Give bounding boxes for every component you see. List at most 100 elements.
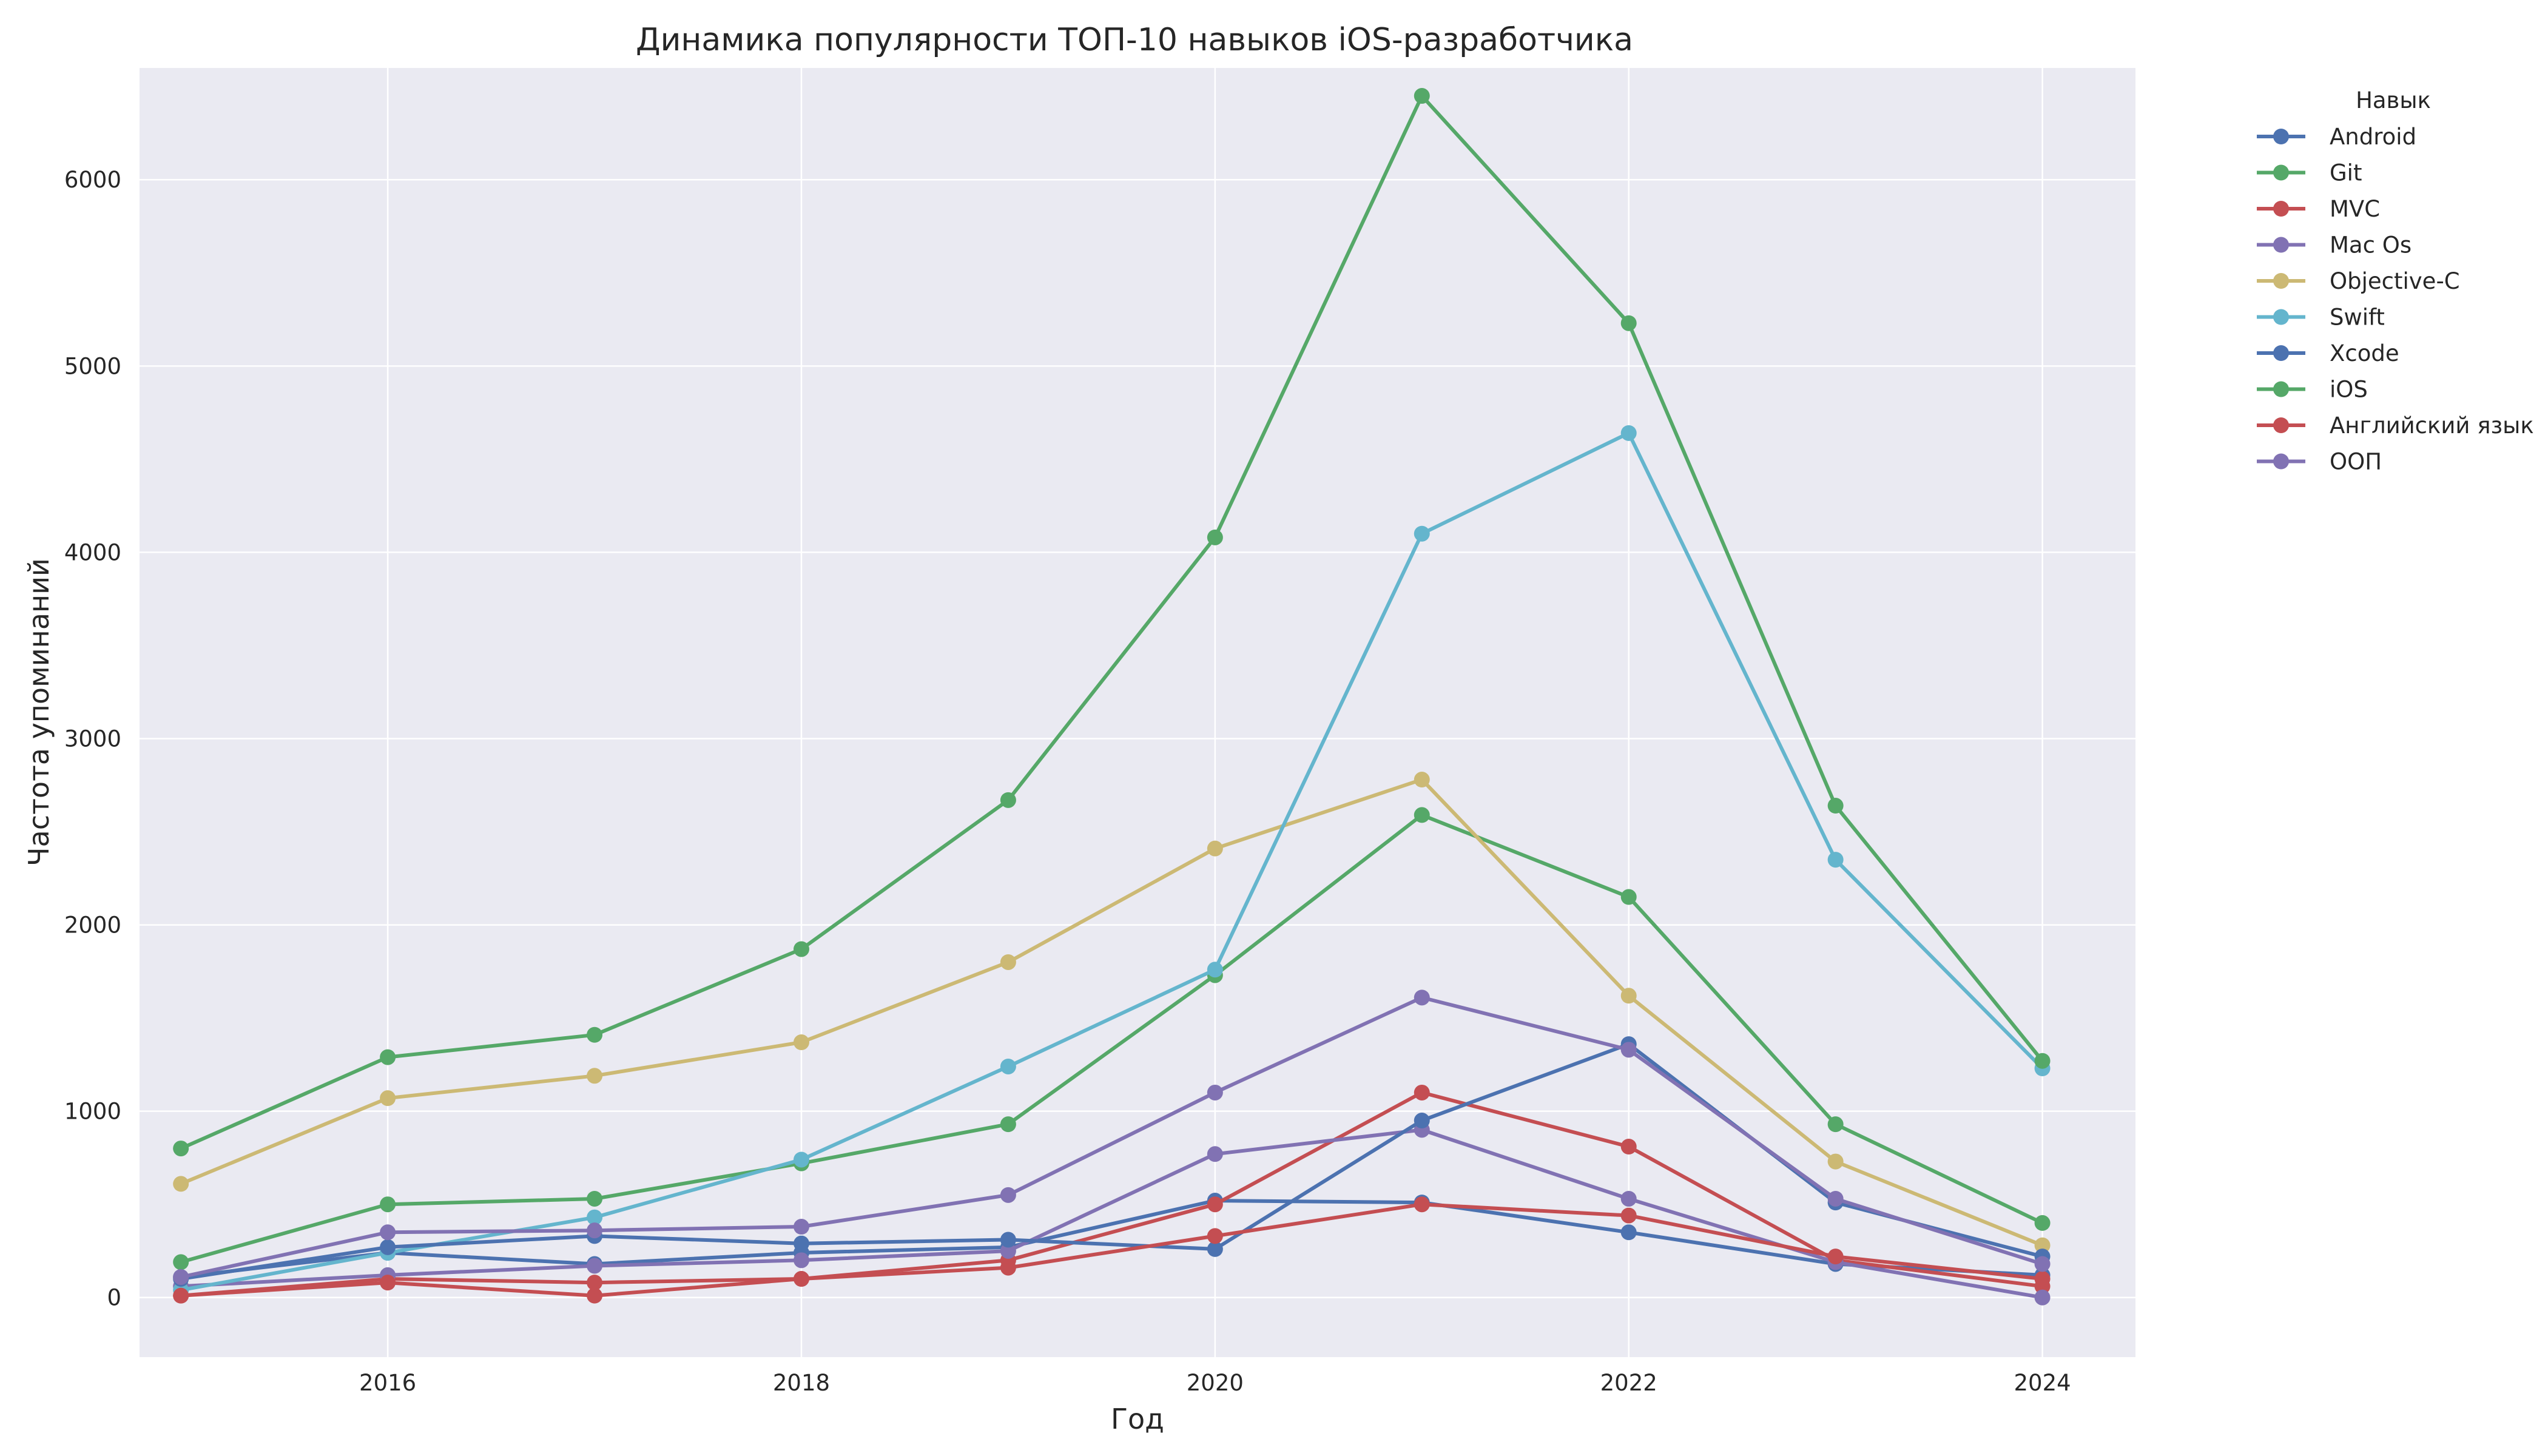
data-point (587, 1068, 603, 1084)
data-point (1620, 425, 1637, 441)
legend-item: Objective-C (2257, 268, 2460, 294)
y-tick-label: 0 (107, 1285, 121, 1311)
data-point (380, 1275, 396, 1291)
x-axis-label: Год (1111, 1403, 1164, 1435)
y-tick-label: 5000 (64, 353, 121, 379)
x-tick-label: 2020 (1187, 1370, 1244, 1396)
x-tick-labels: 2016 2018 2020 2022 2024 (359, 1370, 2071, 1396)
series-objective-c (173, 772, 2051, 1253)
y-tick-label: 4000 (64, 539, 121, 565)
data-point (793, 1235, 809, 1252)
data-point (1414, 525, 1430, 542)
data-point (1207, 840, 1223, 857)
data-point (1414, 1196, 1430, 1213)
y-tick-labels: 0 1000 2000 3000 4000 5000 6000 (64, 167, 121, 1310)
data-point (1414, 1084, 1430, 1100)
data-point (1000, 1259, 1016, 1276)
legend-title: Навык (2356, 87, 2431, 113)
data-point (587, 1222, 603, 1239)
series-line (179, 778, 2044, 1247)
data-point (173, 1254, 189, 1270)
data-point (1000, 1187, 1016, 1203)
series-group (173, 88, 2051, 1306)
legend-label: Git (2330, 160, 2362, 186)
data-point (2034, 1215, 2051, 1231)
chart-title: Динамика популярности ТОП-10 навыков iOS… (636, 22, 1633, 58)
y-tick-label: 1000 (64, 1099, 121, 1125)
data-point (1827, 1116, 1844, 1133)
data-point (1000, 1242, 1016, 1259)
legend-swatch-marker (2273, 309, 2289, 325)
series-line (179, 1090, 2044, 1298)
series-английский-язык (173, 1196, 2051, 1304)
data-point (1620, 1042, 1637, 1058)
data-point (380, 1224, 396, 1241)
legend-label: Английский язык (2330, 413, 2534, 439)
data-point (1827, 1190, 1844, 1207)
series-line (179, 1199, 2044, 1279)
x-tick-label: 2024 (2014, 1370, 2071, 1396)
data-point (1827, 1153, 1844, 1170)
legend-item: Xcode (2257, 340, 2399, 366)
data-point (587, 1258, 603, 1274)
data-point (173, 1287, 189, 1304)
legend-item: Git (2257, 160, 2362, 186)
legend-swatch-marker (2273, 273, 2289, 289)
data-point (1414, 1113, 1430, 1129)
data-point (1620, 1224, 1637, 1241)
plot-area (140, 68, 2135, 1357)
data-point (793, 1252, 809, 1269)
data-point (1207, 1228, 1223, 1244)
data-point (1620, 1138, 1637, 1154)
series-line (179, 94, 2044, 1151)
data-point (1000, 954, 1016, 970)
x-tick-label: 2022 (1600, 1370, 1657, 1396)
series-line (179, 996, 2044, 1279)
legend-swatch-marker (2273, 381, 2289, 397)
data-point (173, 1176, 189, 1192)
data-point (1207, 1241, 1223, 1257)
data-point (1827, 1249, 1844, 1265)
data-point (587, 1190, 603, 1207)
data-point (1620, 1190, 1637, 1207)
legend-item: Android (2257, 124, 2416, 150)
legend-swatch-marker (2273, 201, 2289, 217)
data-point (1620, 315, 1637, 331)
data-point (1000, 1232, 1016, 1248)
data-point (1207, 529, 1223, 545)
data-point (1620, 988, 1637, 1004)
data-point (587, 1275, 603, 1291)
data-point (1207, 962, 1223, 978)
y-tick-label: 3000 (64, 726, 121, 752)
data-point (2034, 1237, 2051, 1253)
data-point (2034, 1271, 2051, 1287)
data-point (1000, 1116, 1016, 1133)
legend-item: MVC (2257, 196, 2380, 222)
data-point (380, 1049, 396, 1065)
legend-label: Swift (2330, 305, 2385, 331)
data-point (793, 1151, 809, 1168)
data-point (1000, 1058, 1016, 1074)
y-axis-label: Частота упоминаний (22, 558, 55, 866)
legend-items: Android Git MVC Mac Os Objective-C Swift Xcode… (2257, 124, 2534, 475)
data-point (1207, 1196, 1223, 1213)
data-point (380, 1239, 396, 1255)
legend-item: Английский язык (2257, 413, 2534, 439)
legend-item: Swift (2257, 305, 2385, 331)
data-point (2034, 1053, 2051, 1069)
data-point (1620, 889, 1637, 905)
legend-label: iOS (2330, 377, 2368, 403)
data-point (1414, 88, 1430, 104)
data-point (1414, 772, 1430, 788)
legend-swatch-marker (2273, 237, 2289, 253)
data-point (1000, 792, 1016, 808)
data-point (173, 1269, 189, 1285)
legend-item: Mac Os (2257, 232, 2412, 258)
data-point (380, 1196, 396, 1213)
series-ооп (173, 989, 2051, 1285)
data-point (1207, 1146, 1223, 1162)
data-point (2034, 1289, 2051, 1306)
data-point (793, 941, 809, 957)
x-tick-label: 2018 (773, 1370, 830, 1396)
